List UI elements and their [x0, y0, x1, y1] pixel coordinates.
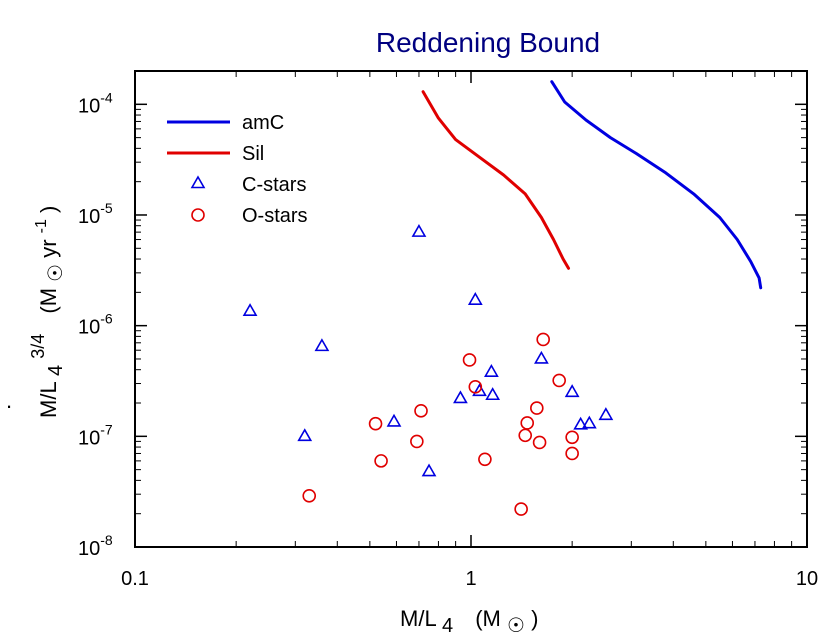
y-label-units-mid: yr: [36, 239, 61, 257]
data-point-c-stars: [564, 384, 580, 398]
data-point-c-stars: [386, 413, 402, 427]
data-point-o-stars: [565, 430, 579, 445]
legend-swatch-c-stars: [190, 175, 206, 189]
x-label-units: (M: [475, 606, 501, 631]
y-tick-label: 10-5: [78, 200, 113, 228]
svg-text:M/L 4 3/4 (M: M/L 4 3/4 (M ☉ yr -1 ): [24, 206, 67, 418]
x-tick-label: 1: [465, 568, 476, 590]
data-point-o-stars: [302, 489, 317, 503]
y-label-sun-symbol: ☉: [45, 264, 67, 282]
x-axis-ticks: 0.1 1 10: [121, 71, 818, 590]
series-line-sil: [421, 90, 570, 270]
data-point-c-stars: [581, 415, 597, 429]
data-point-o-stars: [368, 416, 383, 431]
data-point-o-stars: [530, 401, 544, 415]
series-line-amc: [550, 80, 763, 290]
y-axis-ticks: 10-8 10-7 10-6 10-5 10-4: [78, 70, 807, 560]
data-point-o-stars: [478, 452, 492, 467]
data-point-c-stars: [242, 303, 258, 317]
data-point-o-stars: [514, 502, 528, 516]
data-point-o-stars: [462, 353, 477, 367]
data-point-c-stars: [453, 390, 468, 404]
x-label-units-close: ): [531, 606, 538, 631]
legend-swatch-o-stars: [191, 208, 205, 222]
y-label-units-exp: -1: [33, 219, 50, 233]
y-label-mdot: .: [6, 388, 12, 413]
legend: amC Sil C-stars O-stars: [167, 112, 308, 227]
data-point-o-stars: [468, 380, 483, 394]
data-point-o-stars: [374, 454, 388, 468]
x-label-sub: 4: [442, 615, 453, 637]
svg-text:M/L 4 (M ☉: M/L 4 (M ☉ ): [400, 606, 538, 637]
legend-label-sil: Sil: [242, 143, 264, 165]
data-point-c-stars: [411, 224, 427, 237]
data-point-o-stars: [410, 434, 424, 449]
plot-frame: [134, 70, 808, 548]
data-point-c-stars: [314, 338, 330, 352]
series-layer: [242, 80, 763, 516]
data-point-c-stars: [297, 428, 313, 442]
data-point-c-stars: [573, 416, 589, 430]
y-label-main: M/L: [36, 382, 61, 418]
y-tick-label: 10-7: [78, 421, 113, 449]
data-point-o-stars: [565, 446, 579, 461]
x-axis-label: M/L 4 (M ☉ ): [400, 606, 538, 637]
x-label-sun-symbol: ☉: [507, 615, 525, 637]
chart-title: Reddening Bound: [376, 27, 600, 58]
data-point-o-stars: [520, 416, 535, 430]
data-point-c-stars: [467, 292, 483, 305]
data-point-o-stars: [552, 373, 566, 388]
data-point-c-stars: [484, 364, 499, 377]
y-label-sup: 3/4: [28, 334, 48, 359]
data-point-c-stars: [421, 463, 437, 477]
legend-label-amc: amC: [242, 112, 284, 134]
data-point-c-stars: [485, 387, 501, 401]
data-point-o-stars: [414, 404, 428, 418]
data-point-c-stars: [534, 350, 549, 364]
legend-label-c-stars: C-stars: [242, 174, 306, 196]
y-tick-label: 10-6: [78, 311, 113, 339]
y-tick-label: 10-4: [78, 89, 113, 117]
data-point-o-stars: [518, 428, 533, 443]
data-point-c-stars: [472, 383, 487, 397]
y-label-sub: 4: [45, 365, 67, 376]
legend-label-o-stars: O-stars: [242, 205, 308, 227]
y-tick-label: 10-8: [78, 532, 113, 560]
data-point-o-stars: [532, 435, 547, 450]
data-point-c-stars: [598, 407, 614, 421]
x-tick-label: 10: [796, 568, 818, 590]
y-axis-label: M/L 4 3/4 (M ☉ yr -1 ): [24, 206, 67, 418]
x-tick-label: 0.1: [121, 568, 149, 590]
x-label-main: M/L: [400, 606, 436, 631]
data-point-o-stars: [536, 332, 550, 347]
y-label-units-close: ): [36, 206, 61, 213]
y-label-units-open: (M: [36, 288, 61, 314]
